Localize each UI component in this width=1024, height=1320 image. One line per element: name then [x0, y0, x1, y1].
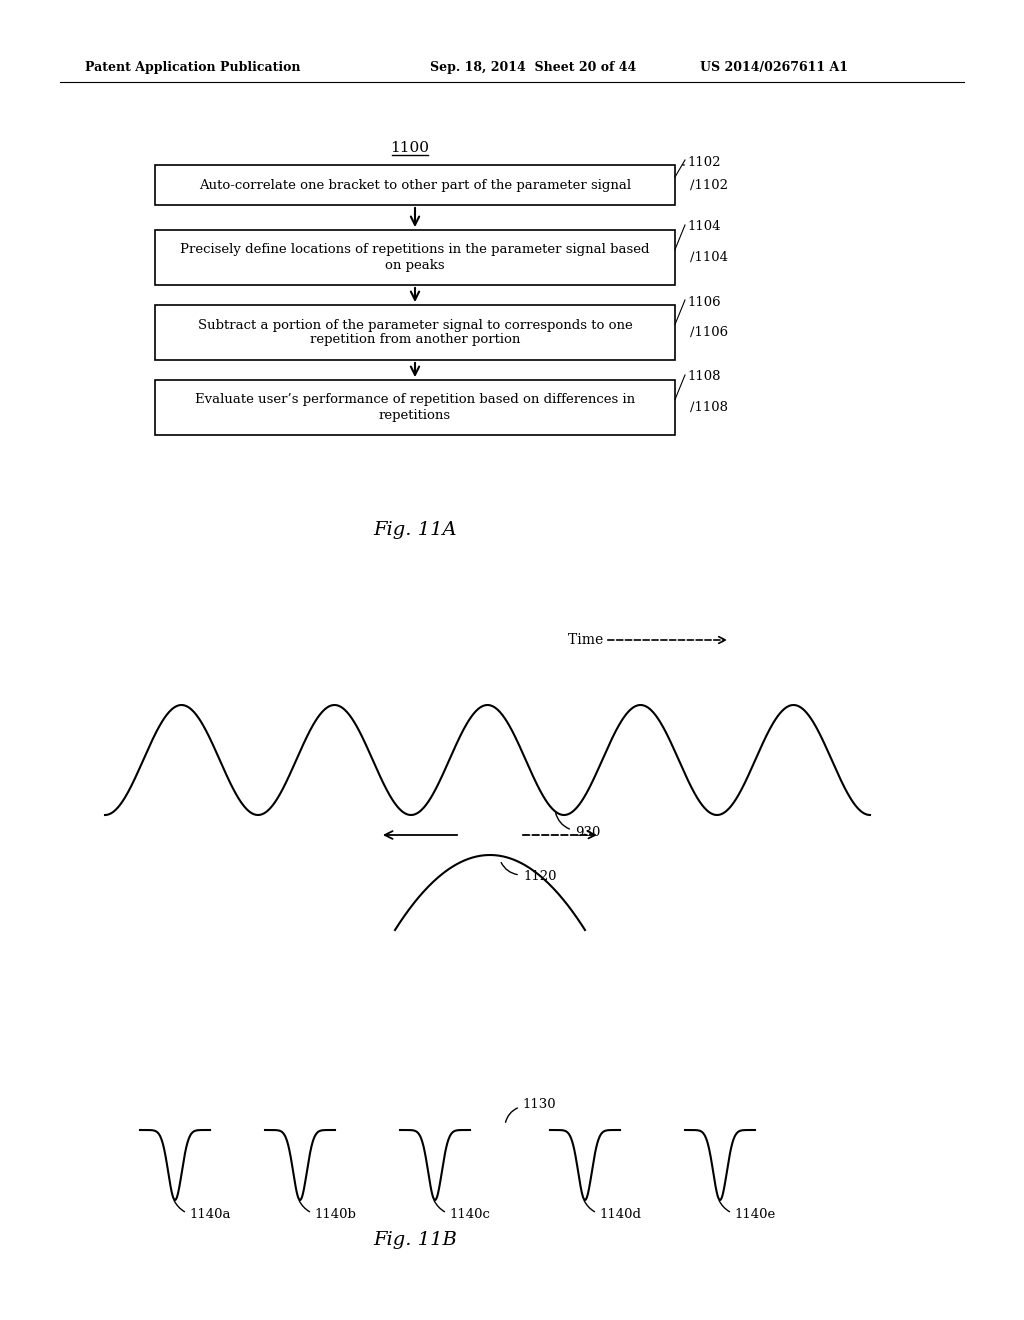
Text: Fig. 11B: Fig. 11B: [373, 1232, 457, 1249]
Text: ∕1104: ∕1104: [690, 251, 728, 264]
Text: 1140a: 1140a: [189, 1208, 230, 1221]
Text: US 2014/0267611 A1: US 2014/0267611 A1: [700, 62, 848, 74]
Text: Sep. 18, 2014  Sheet 20 of 44: Sep. 18, 2014 Sheet 20 of 44: [430, 62, 636, 74]
Text: 1120: 1120: [523, 870, 556, 883]
Text: 1102: 1102: [687, 156, 721, 169]
Text: 1100: 1100: [390, 141, 429, 154]
Text: Subtract a portion of the parameter signal to corresponds to one
repetition from: Subtract a portion of the parameter sign…: [198, 318, 633, 346]
Text: ∕1106: ∕1106: [690, 326, 728, 339]
Text: ∕1108: ∕1108: [690, 401, 728, 414]
Text: Fig. 11A: Fig. 11A: [373, 521, 457, 539]
Bar: [155, 230, 675, 285]
Text: Patent Application Publication: Patent Application Publication: [85, 62, 300, 74]
Text: 1104: 1104: [687, 220, 721, 234]
Text: Evaluate user’s performance of repetition based on differences in
repetitions: Evaluate user’s performance of repetitio…: [195, 393, 635, 421]
Text: 1108: 1108: [687, 371, 721, 384]
Text: 1130: 1130: [522, 1098, 556, 1111]
Text: 1140e: 1140e: [734, 1208, 775, 1221]
Text: Precisely define locations of repetitions in the parameter signal based
on peaks: Precisely define locations of repetition…: [180, 243, 650, 272]
Text: Time: Time: [568, 634, 608, 647]
Text: 1140b: 1140b: [314, 1208, 356, 1221]
Text: ∕1102: ∕1102: [690, 178, 728, 191]
Bar: [155, 305, 675, 360]
Text: 1140c: 1140c: [449, 1208, 489, 1221]
Text: Auto-correlate one bracket to other part of the parameter signal: Auto-correlate one bracket to other part…: [199, 178, 631, 191]
Text: 1140d: 1140d: [599, 1208, 641, 1221]
Bar: [155, 165, 675, 205]
Bar: [155, 380, 675, 436]
Text: 930: 930: [575, 826, 600, 840]
Text: 1106: 1106: [687, 296, 721, 309]
